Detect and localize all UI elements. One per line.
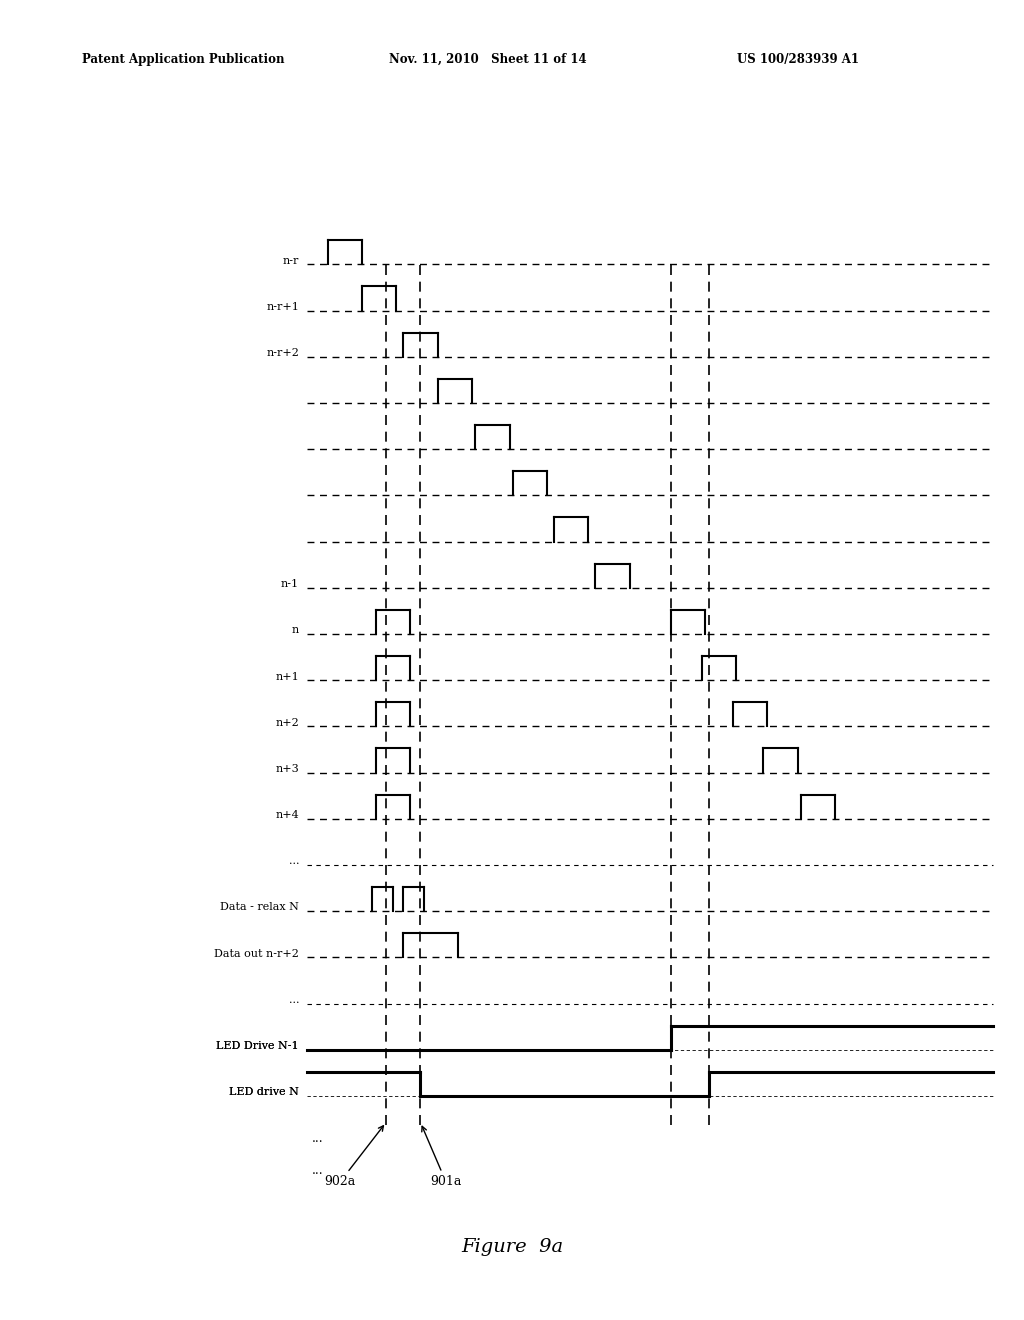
- Text: n+2: n+2: [275, 718, 299, 727]
- Text: n-r+2: n-r+2: [266, 348, 299, 358]
- Text: Data out n-r+2: Data out n-r+2: [214, 949, 299, 958]
- Text: ...: ...: [289, 995, 299, 1005]
- Text: n: n: [292, 626, 299, 635]
- Text: n+4: n+4: [275, 810, 299, 820]
- Text: LED Drive N-1: LED Drive N-1: [216, 1041, 299, 1051]
- Text: 902a: 902a: [325, 1126, 383, 1188]
- Text: Figure  9a: Figure 9a: [461, 1238, 563, 1257]
- Text: ...: ...: [289, 857, 299, 866]
- Text: LED drive N: LED drive N: [229, 1088, 299, 1097]
- Text: Nov. 11, 2010   Sheet 11 of 14: Nov. 11, 2010 Sheet 11 of 14: [389, 53, 587, 66]
- Text: ...: ...: [312, 1133, 324, 1144]
- Text: US 100/283939 A1: US 100/283939 A1: [737, 53, 859, 66]
- Text: LED drive N: LED drive N: [229, 1088, 299, 1097]
- Text: LED Drive N-1: LED Drive N-1: [216, 1041, 299, 1051]
- Text: n-r: n-r: [283, 256, 299, 265]
- Text: n+3: n+3: [275, 764, 299, 774]
- Text: ...: ...: [312, 1164, 324, 1177]
- Text: n-1: n-1: [281, 579, 299, 589]
- Text: Patent Application Publication: Patent Application Publication: [82, 53, 285, 66]
- Text: n-r+1: n-r+1: [266, 302, 299, 312]
- Text: 901a: 901a: [422, 1126, 462, 1188]
- Text: n+1: n+1: [275, 672, 299, 681]
- Text: Data - relax N: Data - relax N: [220, 903, 299, 912]
